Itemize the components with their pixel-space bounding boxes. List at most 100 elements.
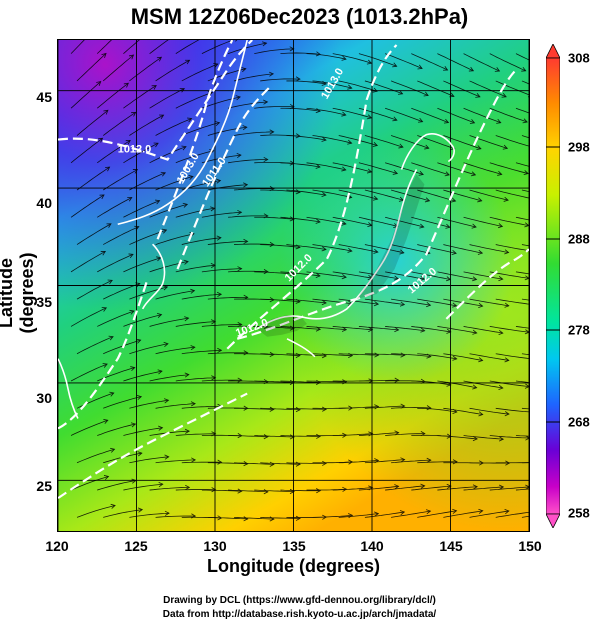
streamline xyxy=(149,146,187,164)
streamline-arrow xyxy=(374,404,380,410)
streamline-arrow xyxy=(125,139,131,145)
streamline xyxy=(358,271,399,280)
streamline xyxy=(391,353,431,358)
streamline-arrow xyxy=(263,99,269,105)
streamline xyxy=(443,80,481,98)
streamline xyxy=(364,353,405,356)
streamline xyxy=(417,135,455,150)
streamline xyxy=(332,216,372,226)
streamline-arrow xyxy=(216,235,222,241)
streamline xyxy=(96,140,131,164)
streamline xyxy=(155,515,196,518)
map-plot-area[interactable]: 1012.0 1003.0 1011.0 1012.0 1012.0 1013.… xyxy=(57,39,530,532)
streamline-arrow xyxy=(263,269,269,275)
streamline xyxy=(155,59,190,82)
streamline xyxy=(385,433,425,436)
streamline-arrow xyxy=(501,93,507,98)
streamline xyxy=(207,184,248,191)
streamline-arrow xyxy=(99,194,105,200)
streamline xyxy=(469,407,510,415)
streamline-arrow xyxy=(522,118,528,124)
streamline xyxy=(234,243,274,246)
streamline xyxy=(155,233,195,245)
streamline xyxy=(338,135,378,146)
streamline-arrow xyxy=(392,169,399,175)
streamline xyxy=(332,487,373,491)
streamline-arrow xyxy=(394,377,400,383)
streamline-arrow xyxy=(237,266,243,272)
streamline xyxy=(338,80,378,92)
streamline-arrow xyxy=(420,483,426,489)
streamline xyxy=(306,107,346,116)
streamline-arrow xyxy=(373,301,380,307)
streamline xyxy=(103,226,139,245)
colorbar-tick-label: 278 xyxy=(568,322,590,338)
streamline xyxy=(495,189,529,199)
streamline-arrow xyxy=(191,457,197,463)
x-tick-label: 150 xyxy=(518,538,542,554)
streamline-arrow xyxy=(123,82,129,88)
streamline xyxy=(515,435,529,437)
streamline-arrow xyxy=(524,383,529,389)
streamline-arrow xyxy=(472,329,478,335)
streamline xyxy=(207,352,248,355)
streamline-arrow xyxy=(131,111,137,117)
streamline-arrow xyxy=(392,116,398,122)
streamline xyxy=(437,380,477,389)
streamline xyxy=(390,135,429,149)
streamline-arrow xyxy=(366,114,373,120)
streamline xyxy=(306,271,347,278)
streamline xyxy=(469,135,508,149)
streamline xyxy=(254,435,295,438)
streamline xyxy=(123,142,159,164)
streamline-arrow xyxy=(158,482,164,488)
streamline xyxy=(364,244,404,254)
streamline-arrow xyxy=(341,274,347,280)
streamline xyxy=(129,512,170,518)
streamline-arrow xyxy=(156,56,163,62)
streamline-arrow xyxy=(348,513,354,519)
streamline xyxy=(489,53,526,72)
streamline xyxy=(234,516,274,520)
streamline-arrow xyxy=(155,199,161,205)
streamline-arrow xyxy=(341,326,348,332)
streamline xyxy=(463,216,503,227)
streamline-arrow xyxy=(504,302,510,308)
streamline xyxy=(463,271,503,280)
streamline xyxy=(149,40,169,54)
streamline-arrow xyxy=(217,347,223,353)
streamline-arrow xyxy=(372,142,379,147)
streamline-arrow xyxy=(243,461,249,467)
streamline xyxy=(155,403,196,409)
streamline xyxy=(181,122,220,136)
streamline xyxy=(489,486,529,491)
streamline xyxy=(70,307,107,327)
streamline xyxy=(391,407,431,409)
streamline xyxy=(489,380,529,387)
streamline-arrow xyxy=(128,253,134,259)
streamline-arrow xyxy=(393,275,399,281)
streamline-arrow xyxy=(187,117,193,123)
streamline-arrow xyxy=(504,249,510,255)
streamline-arrow xyxy=(468,66,475,72)
streamline xyxy=(76,223,112,245)
streamline xyxy=(228,489,268,493)
streamline-arrow xyxy=(502,144,509,150)
streamline xyxy=(207,462,248,465)
streamline xyxy=(521,298,529,301)
streamline xyxy=(437,326,477,334)
y-axis-label: Latitude (degrees) xyxy=(0,252,37,334)
y-tick-label: 40 xyxy=(36,195,52,211)
streamline xyxy=(70,194,105,218)
streamline-arrow xyxy=(321,300,327,306)
streamline xyxy=(280,489,321,492)
streamline xyxy=(463,53,500,72)
streamline xyxy=(102,54,134,82)
streamline-arrow xyxy=(128,54,135,60)
streamline xyxy=(489,107,528,123)
streamline xyxy=(417,298,457,307)
streamline-arrow xyxy=(101,52,107,58)
streamline-arrow xyxy=(399,249,405,255)
streamline-arrow xyxy=(241,67,247,73)
streamline-arrow xyxy=(190,345,196,351)
